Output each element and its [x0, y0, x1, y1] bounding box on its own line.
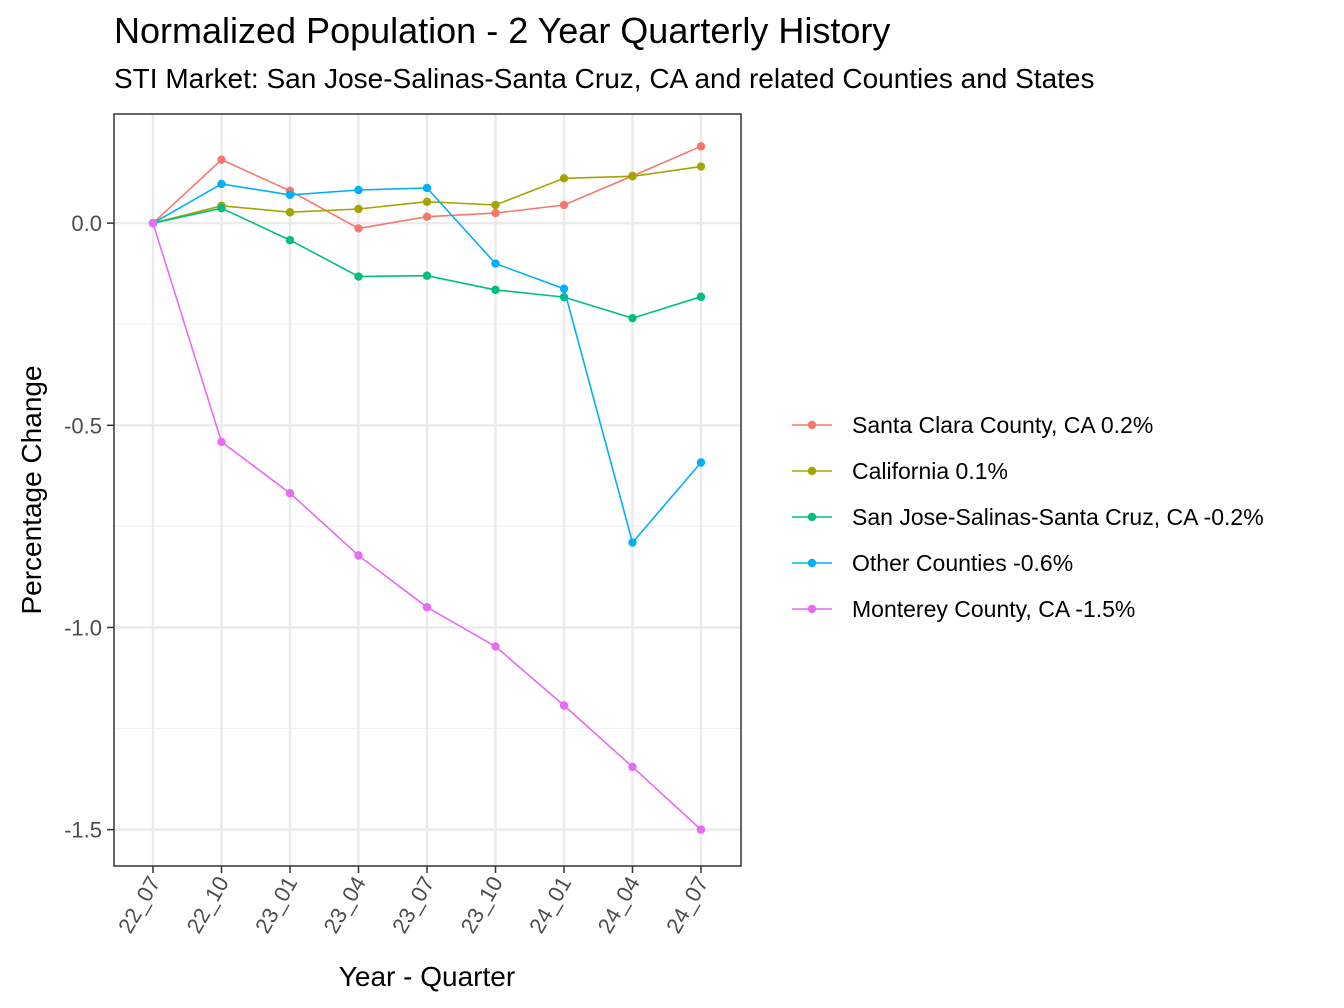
data-point	[628, 313, 637, 323]
data-point	[354, 224, 363, 233]
data-point	[422, 271, 432, 280]
data-point	[559, 200, 569, 210]
data-point	[217, 437, 226, 447]
data-point	[696, 292, 706, 301]
data-point	[354, 204, 363, 214]
data-point	[491, 200, 500, 210]
x-tick-label: 24_04	[593, 872, 645, 937]
legend-label: Monterey County, CA -1.5%	[852, 595, 1136, 622]
legend-key-icon	[792, 512, 832, 522]
data-point	[559, 174, 569, 183]
x-tick-label: 23_07	[387, 872, 439, 937]
data-point	[491, 642, 500, 651]
legend-key-icon	[792, 420, 832, 430]
data-point	[491, 208, 500, 218]
data-point	[559, 701, 569, 710]
data-point	[696, 142, 706, 151]
x-tick-label: 22_07	[113, 872, 165, 937]
grid-lines	[114, 114, 741, 866]
data-point	[491, 259, 500, 268]
y-tick-label: -1.5	[64, 818, 102, 843]
data-point	[696, 825, 706, 834]
data-point	[696, 458, 706, 467]
y-tick-label: -0.5	[64, 413, 102, 438]
data-point	[354, 185, 363, 195]
data-point	[148, 218, 158, 228]
chart-title: Normalized Population - 2 Year Quarterly…	[114, 10, 891, 51]
x-tick-label: 22_10	[182, 872, 234, 937]
x-tick-label: 24_01	[524, 872, 576, 937]
data-point	[559, 284, 569, 293]
x-tick-label: 23_04	[319, 872, 371, 937]
legend-key-icon	[792, 558, 832, 568]
data-point	[628, 538, 637, 547]
data-point	[491, 285, 500, 295]
series-lines	[148, 142, 706, 834]
data-point	[422, 212, 432, 221]
legend-key-icon	[792, 604, 832, 614]
legend-label: San Jose-Salinas-Santa Cruz, CA -0.2%	[852, 503, 1264, 530]
legend-label: California 0.1%	[852, 457, 1008, 484]
data-point	[217, 204, 226, 213]
chart-subtitle: STI Market: San Jose-Salinas-Santa Cruz,…	[114, 63, 1095, 94]
legend-item: San Jose-Salinas-Santa Cruz, CA -0.2%	[790, 494, 1264, 540]
data-point	[285, 235, 295, 245]
legend-item: Other Counties -0.6%	[790, 540, 1264, 586]
series-5	[148, 218, 706, 834]
data-point	[422, 603, 432, 612]
data-point	[696, 162, 706, 171]
legend-item: Monterey County, CA -1.5%	[790, 586, 1264, 632]
data-point	[354, 551, 363, 560]
data-point	[217, 179, 226, 189]
x-axis-title: Year - Quarter	[339, 961, 515, 992]
data-point	[628, 762, 637, 772]
data-point	[628, 172, 637, 181]
legend-item: California 0.1%	[790, 448, 1264, 494]
y-tick-label: -1.0	[64, 615, 102, 640]
legend-key-icon	[792, 466, 832, 476]
x-tick-label: 23_10	[456, 872, 508, 937]
data-point	[285, 489, 295, 498]
legend: Santa Clara County, CA 0.2% California 0.…	[790, 402, 1264, 632]
y-tick-label: 0.0	[71, 211, 102, 236]
y-axis-title: Percentage Change	[16, 365, 47, 614]
legend-label: Santa Clara County, CA 0.2%	[852, 411, 1154, 438]
data-point	[422, 197, 432, 206]
x-tick-label: 24_07	[661, 872, 713, 937]
data-point	[354, 272, 363, 281]
x-tick-label: 23_01	[250, 872, 302, 937]
data-point	[285, 190, 295, 200]
data-point	[285, 208, 295, 217]
data-point	[217, 155, 226, 164]
legend-label: Other Counties -0.6%	[852, 549, 1074, 576]
legend-item: Santa Clara County, CA 0.2%	[790, 402, 1264, 448]
data-point	[422, 183, 432, 193]
